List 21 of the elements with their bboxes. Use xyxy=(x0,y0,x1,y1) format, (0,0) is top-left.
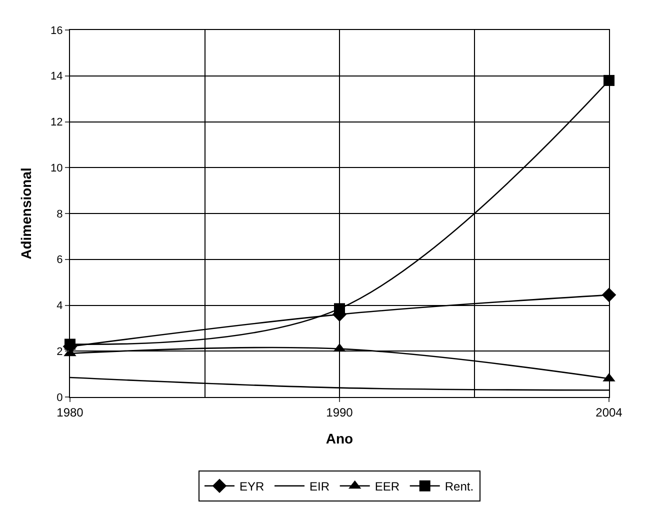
x-tick-label: 1990 xyxy=(326,405,354,420)
point xyxy=(64,338,76,350)
y-tick-label: 8 xyxy=(56,208,63,220)
y-tick-label: 2 xyxy=(56,346,63,358)
y-tick-label: 16 xyxy=(50,24,63,37)
y-tick-label: 12 xyxy=(50,116,63,129)
y-tick-label: 14 xyxy=(50,70,63,83)
y-tick-label: 10 xyxy=(50,162,63,174)
legend-label: EER xyxy=(374,480,400,494)
x-tick-label: 1980 xyxy=(56,405,84,420)
x-axis-title: Ano xyxy=(326,430,354,447)
point xyxy=(334,303,345,314)
y-tick-label: 6 xyxy=(56,254,63,266)
legend-label: Rent. xyxy=(444,480,474,494)
point xyxy=(604,74,614,86)
y-axis-title: Adimensional xyxy=(18,168,34,260)
x-tick-label: 2004 xyxy=(596,405,623,420)
legend-label: EYR xyxy=(240,480,265,494)
legend-label: EIR xyxy=(310,480,330,494)
y-tick-label: 4 xyxy=(56,300,63,312)
y-tick-label: 0 xyxy=(56,392,63,404)
